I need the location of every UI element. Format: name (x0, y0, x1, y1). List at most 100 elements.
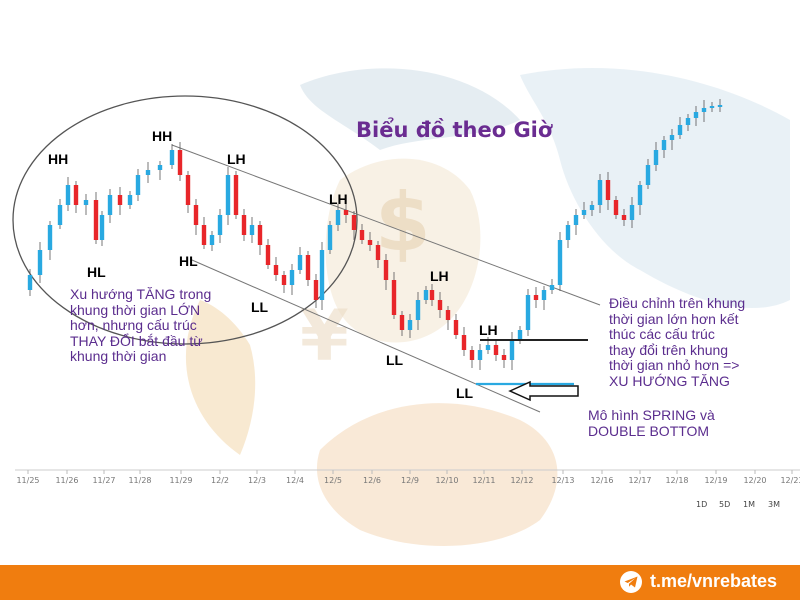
candle-up (685, 118, 691, 125)
candle-up (549, 285, 555, 290)
right-note-line: thời gian lớn hơn kết (609, 310, 739, 327)
candle-up (27, 275, 33, 290)
footer-bar: t.me/vnrebates (0, 565, 800, 600)
watermark-blob-bottom (316, 403, 558, 547)
candle-up (157, 165, 163, 170)
candle-up (99, 215, 105, 240)
right-note: Điều chỉnh trên khung thời gian lớn hơn … (609, 295, 745, 389)
candle-up (135, 175, 141, 195)
candle-up (415, 300, 421, 320)
watermark-dollar: $ (375, 176, 431, 269)
candle-down (257, 225, 263, 245)
label-ll-2: LL (386, 352, 404, 368)
candle-down (351, 215, 357, 230)
label-lh-1: LH (227, 151, 246, 167)
candle-up (169, 150, 175, 165)
candle-up (637, 185, 643, 205)
candle-up (289, 270, 295, 285)
period-3m[interactable]: 3M (768, 500, 780, 509)
candle-up (589, 205, 595, 210)
candle-up (319, 250, 325, 300)
period-1d[interactable]: 1D (696, 500, 708, 509)
candle-up (669, 135, 675, 140)
x-tick-label: 12/11 (472, 476, 496, 485)
candle-up (557, 240, 563, 285)
candle-down (273, 265, 279, 275)
candle-down (281, 275, 287, 285)
label-lh-3: LH (430, 268, 449, 284)
candle-up (693, 112, 699, 118)
watermark-blob-top (300, 68, 520, 150)
candle-down (469, 350, 475, 360)
telegram-icon[interactable] (620, 571, 642, 593)
candle-down (313, 280, 319, 300)
x-tick-label: 12/5 (324, 476, 342, 485)
telegram-handle[interactable]: t.me/vnrebates (650, 571, 778, 591)
x-tick-label: 12/6 (363, 476, 381, 485)
left-note-line: hơn, nhưng cấu trúc (70, 317, 197, 333)
candle-up (57, 205, 63, 225)
arrow-left-icon (508, 380, 579, 402)
label-hh-2: HH (152, 128, 173, 144)
pattern-note-line: DOUBLE BOTTOM (588, 422, 710, 439)
watermark: $ ¥ (185, 67, 790, 547)
label-hh-1: HH (48, 151, 69, 167)
candle-up (217, 215, 223, 235)
x-tick-label: 11/27 (92, 476, 116, 485)
candle-down (185, 175, 191, 205)
label-lh-4: LH (479, 322, 498, 338)
candle-up (249, 225, 255, 235)
x-tick-label: 12/3 (248, 476, 266, 485)
x-tick-label: 12/16 (590, 476, 614, 485)
candles (27, 99, 723, 370)
candle-up (297, 255, 303, 270)
candle-up (485, 345, 491, 350)
trend-ellipse (12, 95, 358, 345)
candle-up (225, 175, 231, 215)
candle-down (117, 195, 123, 205)
candle-down (445, 310, 451, 320)
x-tick-label: 12/9 (401, 476, 419, 485)
candle-up (209, 235, 215, 245)
candle-up (701, 108, 707, 112)
x-tick-label: 11/26 (55, 476, 79, 485)
candle-down (621, 215, 627, 220)
candle-up (145, 170, 151, 175)
candle-down (193, 205, 199, 225)
x-tick-label: 11/25 (16, 476, 40, 485)
pattern-note-line: Mô hình SPRING và (588, 407, 715, 423)
label-hl-1: HL (87, 264, 106, 280)
watermark-blob-right (520, 67, 790, 309)
channel-upper-line (171, 144, 601, 306)
left-note: Xu hướng TĂNG trong khung thời gian LỚN … (70, 286, 211, 365)
candle-up (509, 340, 515, 360)
candle-down (493, 345, 499, 355)
candle-up (335, 210, 341, 225)
candle-down (383, 260, 389, 280)
left-note-line: khung thời gian (70, 348, 167, 364)
channel-lower-line (191, 259, 541, 413)
candle-up (477, 350, 483, 360)
candle-up (661, 140, 667, 150)
candle-down (501, 355, 507, 360)
x-tick-label: 12/19 (704, 476, 728, 485)
candle-down (359, 230, 365, 240)
candle-up (65, 185, 71, 205)
candle-down (305, 255, 311, 280)
right-note-line: thúc các cấu trúc (609, 326, 715, 342)
candle-down (93, 200, 99, 240)
x-tick-label: 11/29 (169, 476, 193, 485)
label-ll-1: LL (251, 299, 269, 315)
label-hl-2: HL (179, 253, 198, 269)
candle-up (327, 225, 333, 250)
candle-down (367, 240, 373, 245)
period-1m[interactable]: 1M (743, 500, 755, 509)
candle-down (399, 315, 405, 330)
candle-down (375, 245, 381, 260)
candle-down (437, 300, 443, 310)
period-5d[interactable]: 5D (719, 500, 731, 509)
candle-up (83, 200, 89, 205)
candle-down (241, 215, 247, 235)
candle-up (107, 195, 113, 215)
candle-up (645, 165, 651, 185)
